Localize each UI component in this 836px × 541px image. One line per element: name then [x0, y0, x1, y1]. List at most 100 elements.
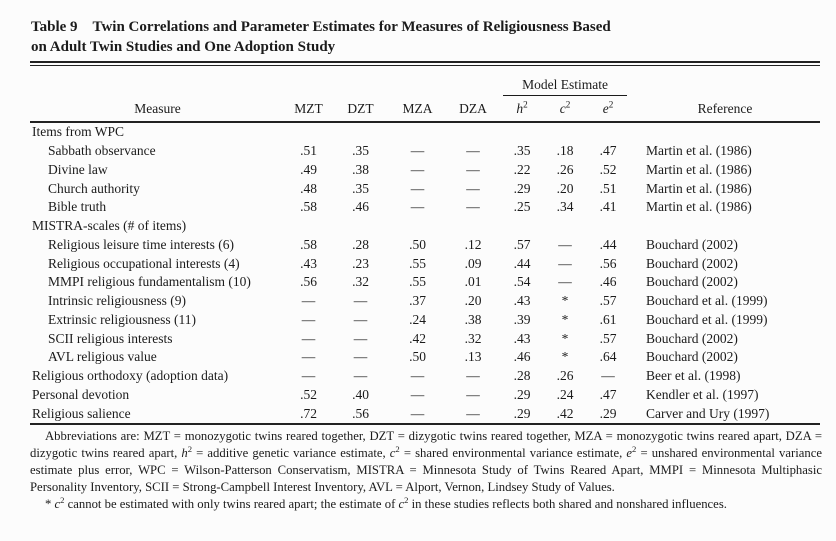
value-cell-e2: .56 — [599, 255, 617, 271]
model-estimate-spanner: Model Estimate — [500, 67, 630, 96]
value-cell-e2: .51 — [599, 180, 617, 196]
value-cell-dzt: .23 — [352, 255, 369, 271]
value-cell-mzt: .48 — [300, 180, 317, 196]
value-cell-mzt: — — [301, 349, 316, 365]
value-cell-mzt: — — [301, 293, 316, 309]
value-cell-c2: .34 — [556, 199, 574, 215]
value-cell-dza: .38 — [464, 311, 482, 327]
footnote-asterisk: * c2 cannot be estimated with only twins… — [45, 494, 727, 511]
column-header-mza: MZA — [389, 96, 446, 123]
value-cell-e2: .57 — [599, 293, 617, 309]
reference-cell: Bouchard (2002) — [646, 274, 738, 290]
value-cell-dza: — — [466, 199, 480, 215]
value-cell-c2: .18 — [556, 143, 574, 159]
measure-cell: Sabbath observance — [48, 143, 156, 159]
value-cell-e2: .52 — [599, 161, 617, 177]
table-body: Items from WPC Sabbath observance .51 .35 — —… — [30, 122, 821, 425]
column-header-e2: e2 — [586, 96, 631, 123]
value-cell-e2: .47 — [599, 386, 617, 402]
measure-cell: Religious salience — [30, 404, 285, 425]
reference-cell — [630, 122, 820, 142]
value-cell-dzt: — — [353, 330, 368, 346]
model-estimate-label: Model Estimate — [503, 77, 628, 96]
value-cell-mzt: .58 — [300, 236, 317, 252]
value-cell-mza: — — [410, 386, 425, 402]
measure-cell: Divine law — [48, 161, 108, 177]
value-cell-dza: — — [466, 368, 480, 384]
value-cell-mza: — — [410, 180, 425, 196]
section-label: Items from WPC — [32, 124, 124, 140]
column-header-reference: Reference — [630, 96, 821, 123]
measure-cell: Personal devotion — [32, 386, 130, 402]
column-header-h2: h2 — [500, 96, 544, 123]
measure-cell: Religious leisure time interests (6) — [48, 236, 234, 252]
reference-cell: Bouchard et al. (1999) — [646, 311, 768, 327]
measure-cell: Extrinsic religiousness (11) — [48, 311, 196, 327]
value-cell-dzt: .35 — [352, 180, 369, 196]
table-row: Religious orthodoxy (adoption data) — — — —.… — [30, 367, 820, 386]
e2-superscript: 2 — [608, 99, 614, 110]
value-cell-h2: .39 — [513, 311, 531, 327]
column-header-dzt: DZT — [332, 96, 389, 123]
measure-cell: Bible truth — [48, 199, 107, 215]
value-cell-dzt: — — [353, 311, 368, 327]
value-cell-mzt: .58 — [300, 199, 317, 215]
value-cell-dza: .13 — [464, 349, 482, 365]
value-cell-mzt — [285, 122, 332, 142]
value-cell-h2: .54 — [513, 274, 531, 290]
value-cell-h2: .35 — [513, 143, 531, 159]
value-cell-mzt: .51 — [300, 143, 317, 159]
value-cell-c2: * — [561, 349, 569, 365]
value-cell-h2: .46 — [513, 349, 531, 365]
measure-cell: MMPI religious fundamentalism (10) — [48, 274, 251, 290]
value-cell-c2: .26 — [556, 161, 574, 177]
value-cell-dza: .32 — [464, 330, 482, 346]
value-cell-e2: .57 — [599, 330, 617, 346]
table-row: Religious salience .72.56— — .29.42.29 Carve… — [30, 404, 821, 425]
top-rule-thick — [30, 61, 820, 63]
title-text-2: on Adult Twin Studies and One Adoption S… — [31, 38, 336, 55]
table-row: Intrinsic religiousness (9) — — .37 .20 .43 *.… — [30, 292, 820, 311]
value-cell-c2: — — [558, 236, 572, 252]
value-cell-e2: .29 — [586, 404, 631, 425]
section-row: Items from WPC — [30, 122, 820, 142]
measure-cell: AVL religious value — [48, 349, 157, 365]
value-cell-c2: * — [561, 330, 569, 346]
spanner-spacer-left — [30, 67, 500, 96]
value-cell-dza: — — [466, 180, 480, 196]
table-row: Extrinsic religiousness (11) — — .24 .38 .39 *… — [30, 311, 820, 330]
value-cell-c2: .24 — [556, 386, 574, 402]
value-cell-h2: .29 — [513, 180, 531, 196]
column-header-measure: Measure — [30, 96, 285, 123]
value-cell-h2: .57 — [513, 236, 531, 252]
table-row: Divine law .49 .38 — — .22 .26 .52 Martin et al.… — [30, 161, 820, 180]
measure-cell: SCII religious interests — [48, 330, 173, 346]
value-cell-c2: * — [561, 293, 569, 309]
value-cell-e2: .41 — [599, 199, 617, 215]
reference-cell: Martin et al. (1986) — [646, 180, 752, 196]
e2-symbol: e — [602, 101, 609, 116]
value-cell-mzt: — — [301, 311, 316, 327]
top-rule-thin — [30, 65, 820, 66]
value-cell-e2: .44 — [599, 236, 617, 252]
value-cell-mzt: .43 — [300, 255, 317, 271]
table-row: Religious occupational interests (4) .43.… — [30, 254, 820, 273]
reference-cell: Martin et al. (1986) — [646, 143, 752, 159]
value-cell-mzt: .49 — [300, 161, 317, 177]
value-cell-mza: .55 — [409, 255, 426, 271]
value-cell-mzt: .56 — [300, 274, 317, 290]
h2-superscript: 2 — [523, 99, 528, 110]
reference-cell: Martin et al. (1986) — [646, 161, 752, 177]
measure-cell: Intrinsic religiousness (9) — [48, 293, 186, 309]
value-cell-mza: .24 — [409, 311, 426, 327]
spanner-row: Model Estimate — [30, 67, 820, 96]
table-number: Table 9 — [31, 19, 78, 35]
table-row: Bible truth .58 .46 — — .25 .34 .41 Martin et al… — [30, 198, 820, 217]
value-cell-mza: — — [410, 368, 425, 384]
value-cell-h2: .29 — [513, 386, 531, 402]
reference-cell: Carver and Ury (1997) — [630, 404, 821, 425]
value-cell-dza: — — [466, 143, 480, 159]
measure-cell: Church authority — [48, 180, 140, 196]
value-cell-dza: — — [446, 404, 500, 425]
